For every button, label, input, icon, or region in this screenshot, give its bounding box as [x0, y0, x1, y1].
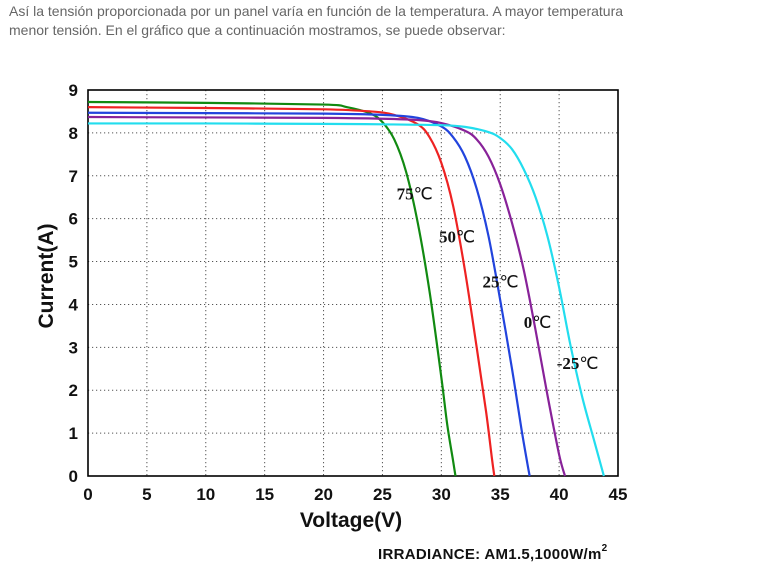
y-tick-labels: 0 1 2 3 4 5 6 7 8 9: [69, 81, 79, 486]
x-tick-label: 30: [432, 485, 451, 504]
curve-label-unit: ℃: [500, 272, 519, 291]
y-tick-label: 9: [69, 81, 78, 100]
curve-label-value: 50: [439, 227, 456, 246]
curve-label-value: 25: [483, 272, 500, 291]
y-tick-label: 6: [69, 210, 78, 229]
y-tick-label: 2: [69, 381, 78, 400]
curve-label-5: -25℃: [557, 354, 599, 373]
x-tick-label: 40: [550, 485, 569, 504]
y-axis-title: Current(A): [35, 224, 58, 329]
y-tick-label: 1: [69, 424, 78, 443]
curve-label-1: 75℃: [397, 184, 433, 203]
curve-label-unit: ℃: [456, 227, 475, 246]
curve-label-4: 0℃: [524, 313, 552, 332]
intro-paragraph: Así la tensión proporcionada por un pane…: [9, 3, 624, 38]
curve-label-value: -25: [557, 354, 580, 373]
series-line-3: [87, 111, 531, 477]
irradiance-superscript: 2: [602, 543, 608, 554]
series-line-1: [87, 100, 457, 477]
y-tick-label: 3: [69, 338, 78, 357]
curve-label-3: 25℃: [483, 272, 519, 291]
x-tick-label: 20: [314, 485, 333, 504]
x-tick-label: 5: [142, 485, 151, 504]
curve-labels: 75℃50℃25℃0℃-25℃: [397, 184, 599, 372]
x-tick-label: 45: [609, 485, 628, 504]
x-axis-title: Voltage(V): [300, 509, 402, 532]
curve-label-unit: ℃: [414, 184, 433, 203]
curve-label-unit: ℃: [532, 313, 551, 332]
irradiance-annotation: IRRADIANCE: AM1.5,1000W/m2: [378, 543, 608, 563]
curve-label-unit: ℃: [579, 354, 598, 373]
y-tick-label: 0: [69, 467, 78, 486]
series-line-5: [87, 122, 605, 477]
irradiance-text: IRRADIANCE: AM1.5,1000W/m: [378, 546, 602, 563]
curve-label-2: 50℃: [439, 227, 475, 246]
x-tick-label: 25: [373, 485, 392, 504]
x-tick-label: 35: [491, 485, 510, 504]
chart-series-group: [87, 100, 605, 477]
chart-grid: [88, 90, 618, 476]
curve-label-value: 75: [397, 184, 414, 203]
y-tick-label: 5: [69, 253, 78, 272]
series-line-4: [87, 115, 567, 477]
y-tick-label: 7: [69, 167, 78, 186]
x-tick-labels: 0 5 10 15 20 25 30 35 40 45: [83, 485, 627, 504]
x-tick-label: 10: [196, 485, 215, 504]
plot-frame: [87, 89, 619, 477]
curve-label-value: 0: [524, 313, 533, 332]
x-tick-label: 15: [255, 485, 274, 504]
y-tick-label: 8: [69, 124, 78, 143]
series-line-2: [87, 106, 496, 477]
y-tick-label: 4: [69, 295, 79, 314]
x-tick-label: 0: [83, 485, 92, 504]
